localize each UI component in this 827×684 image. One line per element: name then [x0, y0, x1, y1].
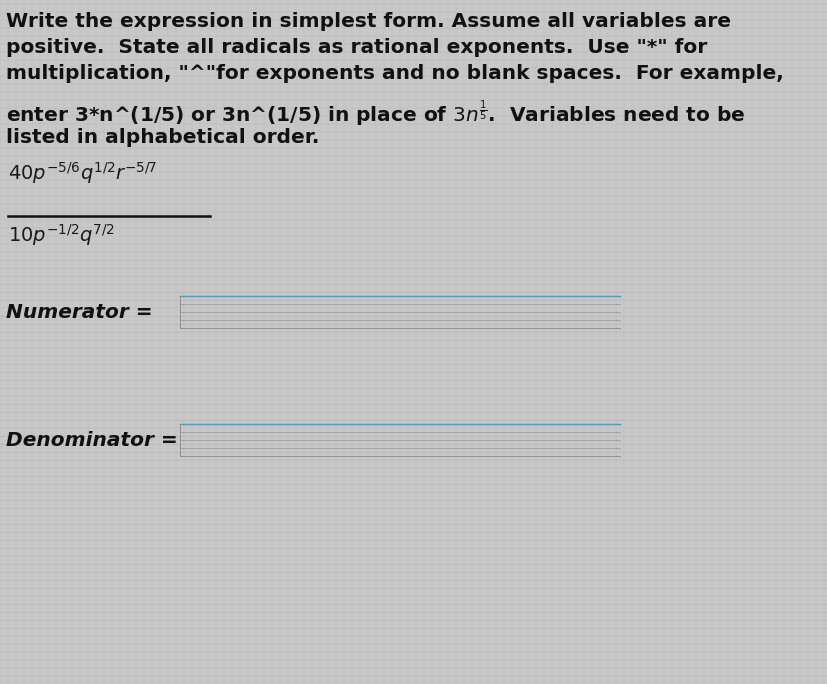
- Text: Numerator =: Numerator =: [6, 302, 152, 321]
- Text: positive.  State all radicals as rational exponents.  Use "*" for: positive. State all radicals as rational…: [6, 38, 706, 57]
- Text: listed in alphabetical order.: listed in alphabetical order.: [6, 128, 319, 147]
- Text: multiplication, "^"for exponents and no blank spaces.  For example,: multiplication, "^"for exponents and no …: [6, 64, 783, 83]
- Text: Write the expression in simplest form. Assume all variables are: Write the expression in simplest form. A…: [6, 12, 730, 31]
- Text: $10p^{-1/2}q^{7/2}$: $10p^{-1/2}q^{7/2}$: [8, 222, 115, 248]
- Text: $40p^{-5/6}q^{1/2}r^{-5/7}$: $40p^{-5/6}q^{1/2}r^{-5/7}$: [8, 160, 156, 186]
- Text: enter 3*n^(1/5) or 3n^(1/5) in place of $3n^{\frac{1}{5}}$.  Variables need to b: enter 3*n^(1/5) or 3n^(1/5) in place of …: [6, 98, 744, 129]
- Text: Denominator =: Denominator =: [6, 430, 178, 449]
